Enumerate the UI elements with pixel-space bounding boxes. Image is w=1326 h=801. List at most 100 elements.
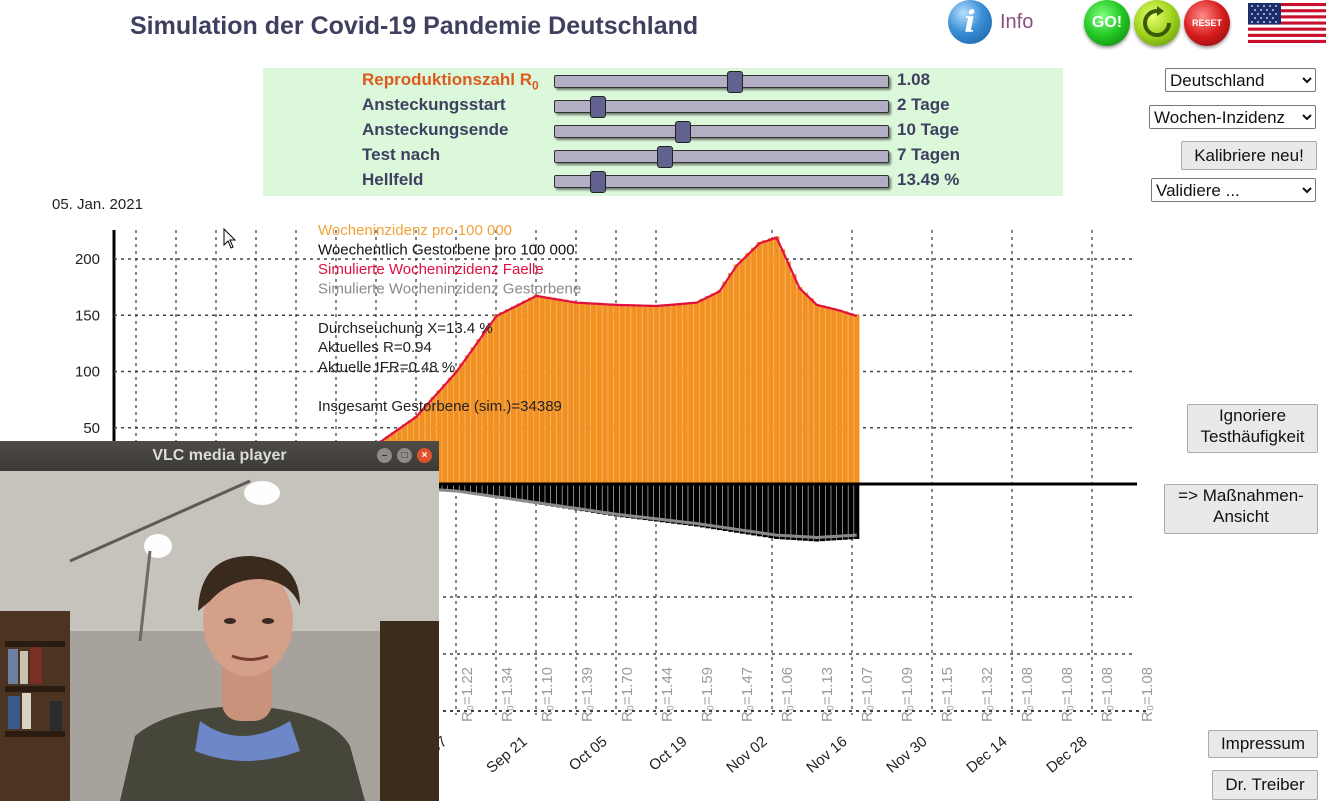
death-bar [745, 484, 751, 535]
info-button[interactable]: i Info [948, 0, 1048, 44]
death-bar [545, 484, 551, 506]
close-icon[interactable]: × [417, 448, 432, 463]
x-tick-label: Dec 14 [963, 733, 1010, 777]
slider-thumb[interactable] [590, 96, 607, 118]
impressum-button[interactable]: Impressum [1208, 730, 1318, 758]
death-bar [488, 484, 494, 497]
webcam-video [0, 471, 439, 801]
death-bar [791, 484, 797, 541]
legend-entry: Woechentlich Gestorbene pro 100 000 [318, 242, 575, 259]
case-bar [739, 258, 746, 485]
case-bar [647, 304, 654, 485]
slider-r0[interactable] [554, 71, 889, 93]
case-bar [665, 303, 671, 485]
death-bar [625, 484, 631, 518]
death-bar [482, 484, 488, 496]
r0-label: R₀=1.07 [859, 667, 876, 722]
case-bar [842, 311, 849, 485]
death-bar [642, 484, 648, 521]
death-bar [528, 484, 534, 504]
r0-label: R₀=1.15 [939, 667, 956, 722]
slider-thumb[interactable] [726, 71, 743, 93]
slider-label-r0: Reproduktionszahl R0 [362, 70, 539, 93]
slider-value-ansteckungsstart: 2 Tage [897, 95, 950, 114]
case-bar [607, 303, 614, 485]
case-bar [453, 371, 460, 485]
case-bar [762, 240, 769, 485]
slider-thumb[interactable] [656, 146, 673, 168]
x-tick-label: Nov 02 [723, 733, 770, 777]
death-bar [671, 484, 677, 524]
death-bar [653, 484, 660, 522]
go-button[interactable]: GO! [1084, 0, 1130, 46]
r0-label: R₀=1.59 [699, 667, 716, 722]
reset-button[interactable]: RESET [1184, 0, 1230, 46]
slider-value-r0: 1.08 [897, 70, 931, 89]
vlc-titlebar[interactable]: VLC media player – □ × [0, 441, 439, 471]
case-bar [745, 253, 751, 485]
slider-ansteckungsende[interactable] [554, 121, 889, 143]
case-bar [705, 295, 711, 485]
slider-row-hellfeld: Hellfeld 13.49 % [263, 169, 1063, 194]
death-bar [796, 484, 803, 541]
country-select[interactable]: Deutschland [1165, 68, 1316, 92]
maximize-icon[interactable]: □ [397, 448, 412, 463]
minimize-icon[interactable]: – [377, 448, 392, 463]
vlc-window[interactable]: VLC media player – □ × [0, 441, 439, 801]
death-bar [785, 484, 791, 540]
death-bar [802, 484, 808, 541]
slider-thumb[interactable] [590, 171, 607, 193]
legend-entry: Wocheninzidenz pro 100 000 [318, 222, 512, 239]
death-bar [453, 484, 459, 492]
case-bar [710, 293, 717, 485]
slider-row-r0: Reproduktionszahl R0 1.08 [263, 69, 1063, 94]
death-bar [602, 484, 608, 515]
x-tick-label: Oct 19 [646, 733, 691, 774]
ignore-test-frequency-button[interactable]: Ignoriere Testhäufigkeit [1187, 404, 1318, 453]
slider-thumb[interactable] [675, 121, 692, 143]
metric-select[interactable]: Wochen-Inzidenz [1149, 105, 1316, 129]
case-bar [459, 363, 465, 485]
us-flag-icon[interactable] [1248, 3, 1326, 43]
slider-hellfeld[interactable] [554, 171, 889, 193]
info-label: Info [1000, 10, 1034, 33]
stat-text: Aktuelle IFR=0.48 % [318, 359, 455, 376]
webcam-frame [0, 471, 439, 801]
case-bar [722, 281, 729, 485]
case-bar [522, 300, 528, 485]
case-bar [687, 301, 694, 485]
death-bar [573, 484, 580, 511]
case-bar [504, 309, 511, 485]
case-bar [579, 301, 586, 485]
death-bar [716, 484, 723, 531]
r0-label: R₀=1.34 [499, 667, 516, 722]
validate-select[interactable]: Validiere ... [1151, 178, 1316, 202]
case-bar [533, 294, 540, 485]
death-bar [682, 484, 688, 526]
calibrate-button[interactable]: Kalibriere neu! [1181, 141, 1317, 170]
death-bar [693, 484, 700, 527]
death-bar [734, 484, 740, 533]
death-bar [493, 484, 499, 498]
death-bar [448, 484, 454, 492]
r0-label: R₀=1.44 [659, 667, 676, 722]
death-bar [842, 484, 848, 540]
case-bar [567, 300, 574, 485]
case-bar [796, 286, 803, 485]
measures-view-button[interactable]: => Maßnahmen- Ansicht [1164, 484, 1318, 534]
death-bar [751, 484, 757, 536]
refresh-button[interactable] [1134, 0, 1180, 46]
case-bar [447, 377, 454, 485]
death-bar [636, 484, 642, 520]
case-bar [853, 315, 860, 485]
slider-value-ansteckungsende: 10 Tage [897, 120, 960, 139]
author-button[interactable]: Dr. Treiber [1212, 770, 1318, 800]
case-bar [716, 290, 723, 485]
death-bar [831, 484, 837, 541]
death-bar [814, 484, 820, 542]
case-bar [590, 302, 597, 485]
case-bar [790, 274, 797, 485]
slider-test-nach[interactable] [554, 146, 889, 168]
vlc-title: VLC media player [152, 447, 287, 464]
slider-ansteckungsstart[interactable] [554, 96, 889, 118]
